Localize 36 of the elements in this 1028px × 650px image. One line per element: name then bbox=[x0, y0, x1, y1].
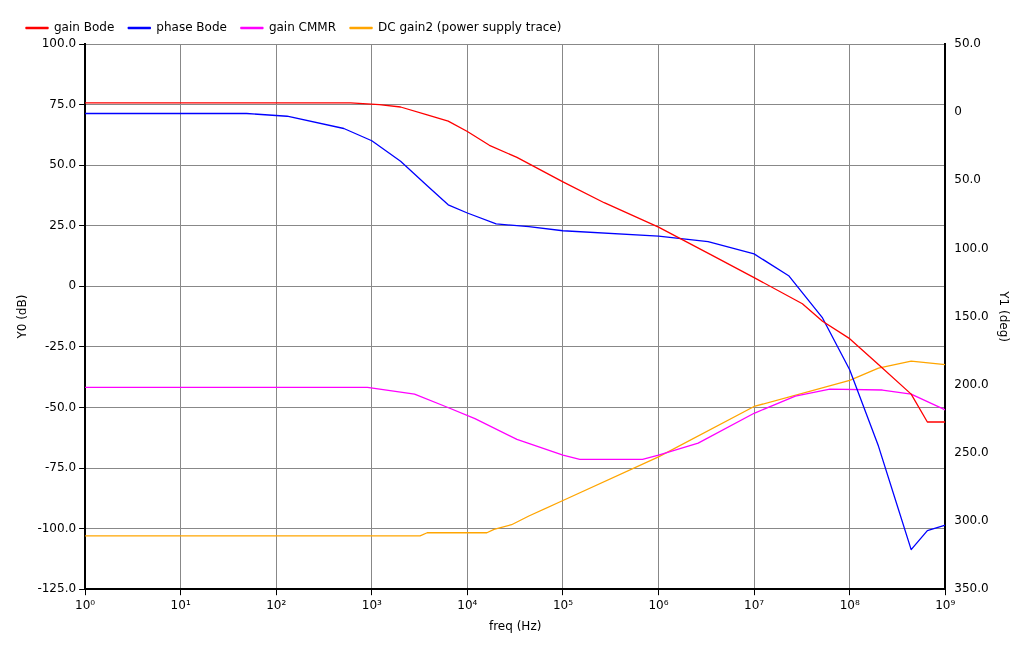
x-tick-label: 10² bbox=[266, 597, 287, 612]
y-tick-label: -125.0 bbox=[37, 581, 77, 596]
x-tick-label: 10⁴ bbox=[457, 597, 478, 612]
y2-tick-label: 50.0 bbox=[954, 36, 981, 51]
y-tick-label: 50.0 bbox=[49, 157, 77, 172]
legend-label: gain CMMR bbox=[268, 20, 337, 35]
y-tick-label: 25.0 bbox=[49, 217, 77, 232]
y-tick-label: -50.0 bbox=[45, 399, 77, 414]
x-tick-label: 10³ bbox=[361, 597, 383, 612]
y2-tick-label: 50.0 bbox=[954, 172, 981, 187]
y-tick-label: 75.0 bbox=[49, 96, 77, 111]
legend-label: gain Bode bbox=[54, 20, 115, 35]
y2-tick-label: 150.0 bbox=[954, 308, 989, 323]
x-tick-label: 10⁰ bbox=[75, 597, 96, 612]
x-tick-label: 10¹ bbox=[170, 597, 191, 612]
x-tick-label: 10⁷ bbox=[744, 597, 765, 612]
y2-tick-label: 350.0 bbox=[954, 581, 989, 596]
y-tick-label: 0 bbox=[68, 278, 77, 293]
y2-tick-label: 0 bbox=[954, 104, 962, 119]
x-tick-label: 10⁵ bbox=[552, 597, 574, 612]
x-tick-label: 10⁹ bbox=[935, 597, 956, 612]
y2-tick-label: 200.0 bbox=[954, 376, 989, 391]
y-tick-label: -75.0 bbox=[45, 460, 77, 475]
x-tick-label: 10⁶ bbox=[648, 597, 669, 612]
y2-tick-label: 300.0 bbox=[954, 513, 989, 528]
legend-label: phase Bode bbox=[156, 20, 227, 35]
y-tick-label: -25.0 bbox=[45, 339, 77, 354]
legend-label: DC gain2 (power supply trace) bbox=[378, 20, 562, 35]
x-axis-title: freq (Hz) bbox=[488, 618, 542, 633]
y2-axis-title: Y1 (deg) bbox=[996, 290, 1011, 342]
x-tick-label: 10⁸ bbox=[839, 597, 860, 612]
y2-tick-label: 250.0 bbox=[954, 445, 989, 460]
y-tick-label: 100.0 bbox=[41, 36, 77, 51]
y-axis-title: Y0 (dB) bbox=[15, 294, 30, 340]
y-tick-label: -100.0 bbox=[37, 520, 77, 535]
y2-tick-label: 100.0 bbox=[954, 240, 989, 255]
